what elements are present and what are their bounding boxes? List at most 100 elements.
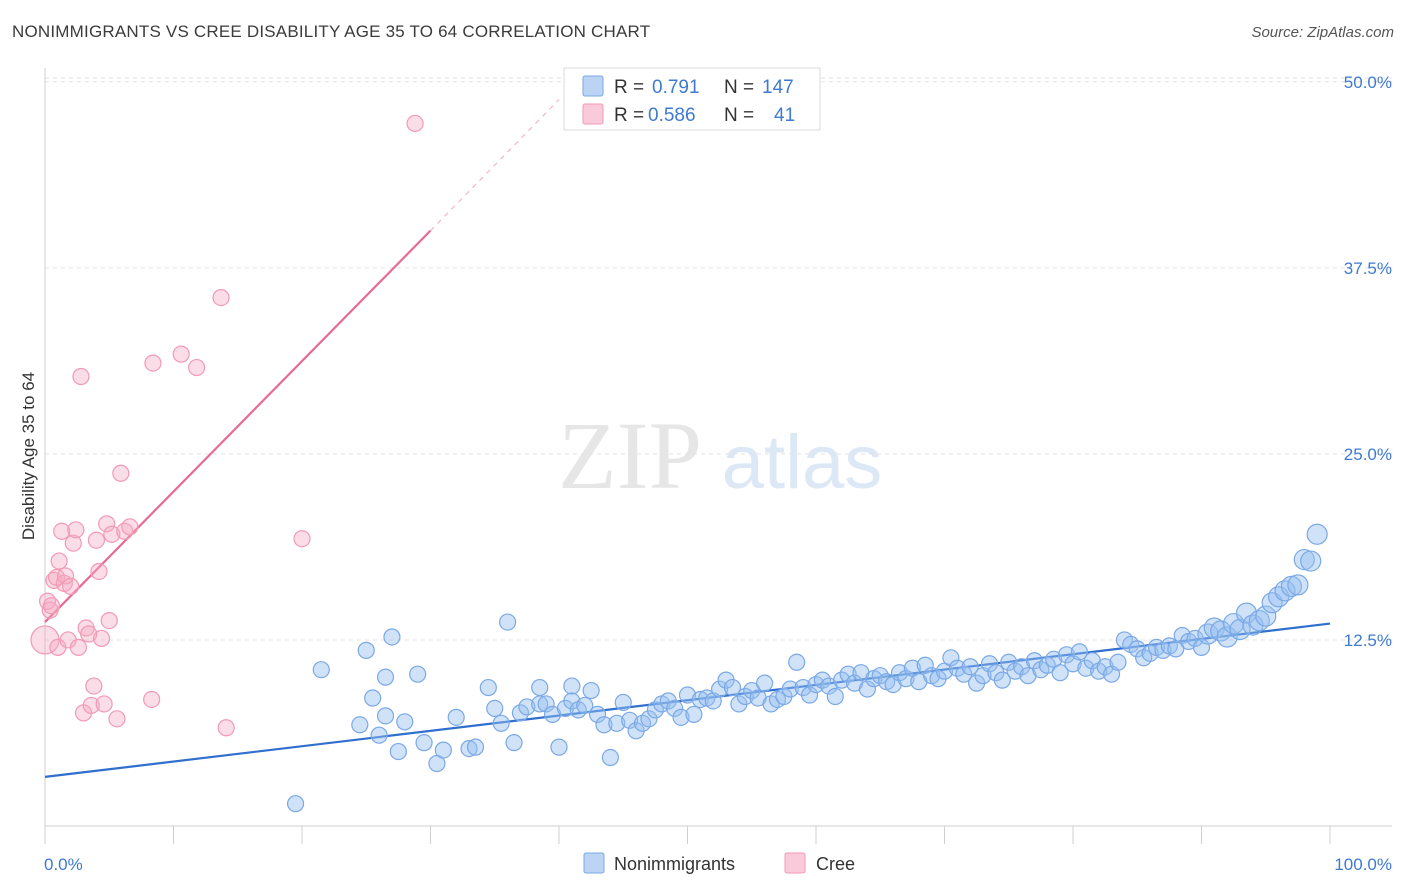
cree-point	[90, 562, 108, 581]
y-tick-label: 37.5%	[1344, 259, 1392, 278]
bottom-legend-swatch-cree	[784, 852, 806, 874]
cree-point	[67, 521, 85, 539]
nonimmigrants-point	[357, 641, 375, 659]
nonimmigrants-point	[1306, 523, 1328, 545]
nonimmigrants-point	[871, 667, 889, 685]
nonimmigrants-point	[890, 664, 909, 682]
nonimmigrants-point	[563, 692, 581, 710]
nonimmigrants-point	[678, 686, 697, 704]
nonimmigrants-point	[396, 713, 414, 731]
nonimmigrants-point	[1038, 656, 1056, 674]
cree-point	[121, 518, 139, 536]
cree-point	[72, 367, 90, 386]
nonimmigrants-point	[672, 708, 690, 726]
nonimmigrants-point	[980, 655, 999, 673]
nonimmigrants-point	[833, 671, 851, 689]
data-points	[30, 114, 1328, 813]
cree-point	[95, 695, 113, 713]
nonimmigrants-trend-line	[44, 622, 1331, 778]
cree-point	[172, 345, 190, 363]
nonimmigrants-point	[537, 695, 555, 713]
nonimmigrants-point	[1210, 620, 1232, 642]
cree-point	[98, 515, 116, 533]
cree-point	[62, 577, 80, 595]
nonimmigrants-point	[1280, 575, 1303, 597]
nonimmigrants-point	[781, 680, 799, 698]
y-tick-label: 25.0%	[1344, 445, 1392, 464]
series-legend: Nonimmigrants Cree	[583, 852, 855, 874]
nonimmigrants-point	[1255, 605, 1277, 627]
cree-point	[100, 611, 118, 630]
nonimmigrants-point	[916, 656, 934, 674]
cree-point	[69, 638, 88, 656]
cree-point	[217, 719, 235, 737]
nonimmigrants-point	[1186, 629, 1204, 648]
nonimmigrants-point	[621, 711, 639, 729]
cree-point	[103, 525, 121, 543]
cree-point	[108, 710, 126, 728]
cree-point	[56, 567, 75, 585]
nonimmigrants-point	[858, 680, 877, 698]
nonimmigrants-point	[666, 699, 684, 718]
axes	[44, 68, 1392, 844]
nonimmigrants-point	[1173, 626, 1191, 645]
cree-point	[144, 354, 162, 372]
cree-point	[212, 288, 230, 307]
nonimmigrants-point	[800, 686, 819, 704]
nonimmigrants-point	[1128, 640, 1146, 658]
y-axis-title: Disability Age 35 to 64	[19, 372, 38, 540]
legend-r-value-2: 0.586	[648, 105, 696, 126]
nonimmigrants-point	[601, 748, 620, 767]
nonimmigrants-point	[961, 658, 979, 676]
watermark-atlas: atlas	[722, 420, 883, 505]
tick-labels: 12.5% 25.0% 37.5% 50.0% 0.0% 100.0%	[44, 73, 1392, 874]
nonimmigrants-point	[576, 696, 594, 715]
nonimmigrants-point	[711, 680, 729, 698]
nonimmigrants-point	[595, 716, 613, 734]
cree-point	[50, 552, 68, 570]
nonimmigrants-point	[608, 714, 626, 732]
nonimmigrants-point	[531, 678, 549, 697]
nonimmigrants-point	[1300, 550, 1322, 572]
nonimmigrants-point	[364, 689, 382, 707]
y-tick-label: 50.0%	[1344, 73, 1392, 92]
nonimmigrants-point	[839, 665, 857, 683]
nonimmigrants-point	[312, 661, 330, 679]
x-tick-label-max: 100.0%	[1334, 855, 1392, 874]
nonimmigrants-point	[415, 734, 433, 752]
bottom-legend-label-cree: Cree	[816, 854, 855, 874]
nonimmigrants-point	[1000, 653, 1018, 671]
nonimmigrants-point	[1216, 626, 1238, 648]
correlation-legend: R = 0.791 N = 147 R = 0.586 N = 41	[563, 67, 821, 131]
y-tick-label: 12.5%	[1344, 631, 1392, 650]
nonimmigrants-point	[826, 687, 844, 706]
nonimmigrants-point	[755, 674, 774, 692]
nonimmigrants-point	[1109, 653, 1127, 671]
nonimmigrants-point	[499, 613, 517, 631]
legend-r-label-2: R =	[614, 105, 644, 126]
x-tick-label-min: 0.0%	[44, 855, 83, 874]
cree-point	[80, 625, 98, 643]
nonimmigrants-point	[1293, 548, 1315, 571]
bottom-legend-label-nonimmigrants: Nonimmigrants	[614, 854, 735, 874]
legend-swatch-cree	[582, 103, 604, 125]
legend-box	[563, 67, 821, 131]
nonimmigrants-point	[286, 795, 305, 813]
source-credit: Source: ZipAtlas.com	[1251, 24, 1394, 41]
nonimmigrants-point	[685, 705, 703, 723]
nonimmigrants-point	[511, 704, 530, 722]
legend-n-value-2: 41	[774, 105, 795, 126]
nonimmigrants-point	[479, 678, 497, 697]
nonimmigrants-point	[788, 653, 806, 671]
nonimmigrants-point	[1229, 618, 1251, 641]
cree-point	[85, 677, 103, 695]
cree-point	[53, 522, 71, 540]
cree-point	[42, 597, 61, 615]
nonimmigrants-point	[447, 708, 465, 726]
nonimmigrants-point	[460, 739, 478, 758]
cree-point	[143, 690, 161, 709]
cree-point	[87, 531, 106, 549]
cree-point	[406, 114, 424, 133]
cree-trend-line	[44, 229, 432, 623]
